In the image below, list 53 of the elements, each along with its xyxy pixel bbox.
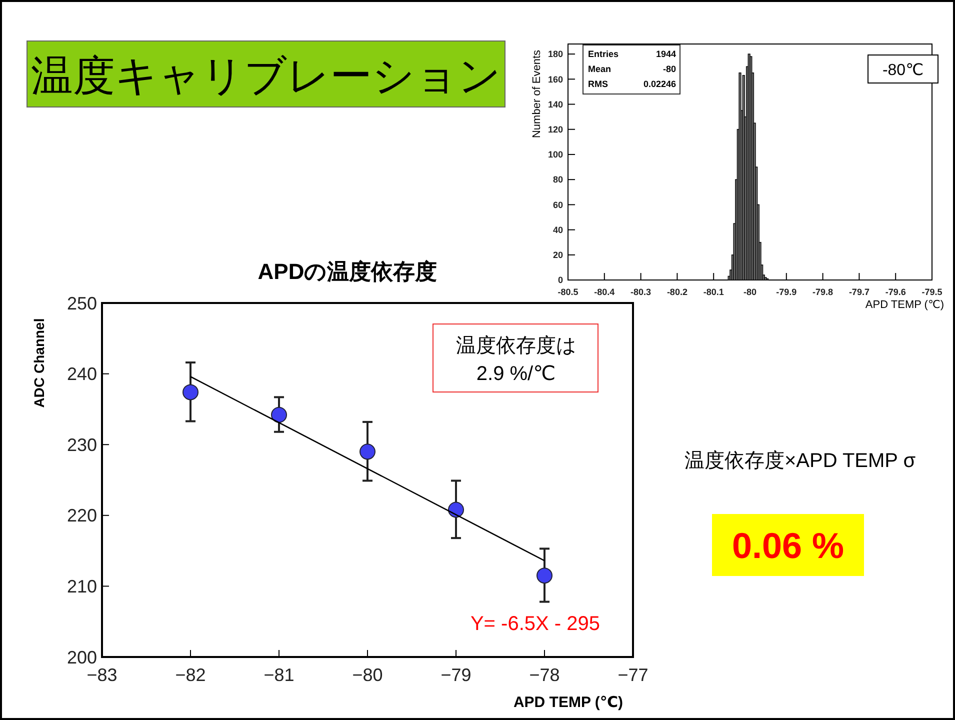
x-tick-label: −79 — [440, 665, 472, 685]
text: RMS 0.02246 — [588, 79, 676, 89]
y-tick-label: 250 — [66, 293, 97, 314]
x-tick-label: -80.4 — [594, 287, 615, 297]
annotation: -80℃ — [882, 62, 924, 79]
y-tick-label: 180 — [548, 49, 563, 60]
y-tick-label: 40 — [552, 224, 563, 235]
x-tick-label: -79.8 — [812, 287, 834, 297]
text: 温度依存度×APD TEMP σ — [684, 450, 916, 472]
x-tick-label: −82 — [175, 665, 206, 685]
point — [182, 384, 198, 400]
y-tick-label: 220 — [66, 506, 97, 526]
x-tick-label: -79.6 — [885, 287, 906, 297]
y-tick-label: 230 — [66, 434, 97, 455]
x-tick-label: −77 — [618, 665, 648, 685]
x-tick-label: -80 — [743, 287, 757, 297]
point — [448, 502, 464, 518]
text: Mean -80 — [588, 64, 676, 74]
x-tick-label: -79.9 — [776, 287, 797, 297]
x-tick-label: −81 — [264, 665, 294, 685]
x-axis-title: APD TEMP (℃) — [513, 694, 623, 711]
text: Entries 1944 — [588, 49, 676, 59]
y-tick-label: 210 — [66, 576, 97, 596]
y-tick-label: 80 — [552, 174, 563, 185]
x-tick-label: -80.2 — [666, 287, 688, 297]
y-axis-title: Number of Events — [531, 49, 543, 138]
x-tick-label: −78 — [529, 665, 560, 685]
text: 0.06 % — [732, 525, 844, 566]
chart-title: APDの温度依存度 — [258, 259, 438, 284]
annotation: Y= -6.5X - 295 — [470, 613, 600, 635]
y-tick-label: 200 — [66, 647, 97, 668]
annotation: 温度依存度は 2.9 %/℃ — [456, 335, 576, 385]
y-tick-label: 60 — [552, 200, 563, 210]
y-tick-label: 140 — [548, 99, 563, 110]
x-axis-title: APD TEMP (℃) — [865, 299, 944, 311]
x-tick-label: -79.7 — [848, 287, 870, 297]
x-tick-label: −80 — [352, 665, 383, 685]
y-tick-label: 20 — [552, 250, 563, 260]
y-tick-label: 100 — [548, 150, 563, 160]
x-tick-label: -79.5 — [922, 287, 942, 297]
y-tick-label: 160 — [548, 74, 563, 84]
x-tick-label: -80.3 — [630, 287, 652, 297]
y-tick-label: 120 — [548, 124, 563, 135]
y-axis-title: ADC Channel — [31, 318, 47, 408]
x-tick-label: -80.1 — [703, 287, 724, 297]
text: 温度キャリブレーション — [31, 52, 501, 99]
y-tick-label: 0 — [558, 275, 563, 286]
x-tick-label: -80.5 — [558, 287, 578, 297]
x-tick-label: −83 — [86, 665, 118, 685]
point — [360, 444, 376, 460]
y-tick-label: 240 — [66, 364, 97, 384]
point — [271, 406, 287, 423]
point — [536, 568, 552, 584]
